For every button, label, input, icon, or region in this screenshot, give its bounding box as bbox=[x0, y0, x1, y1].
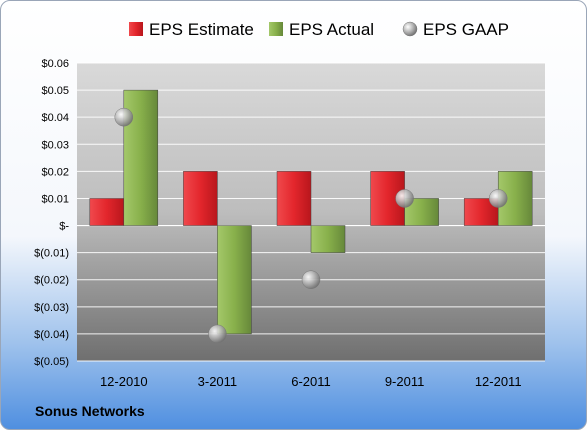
legend-label: EPS Actual bbox=[289, 20, 374, 39]
y-tick-label: $0.02 bbox=[41, 166, 69, 178]
x-axis-ticks: 12-2010 3-2011 6-2011 9-2011 12-2011 bbox=[100, 374, 522, 389]
x-tick-label: 6-2011 bbox=[291, 374, 331, 389]
y-tick-label: $(0.01) bbox=[34, 248, 69, 260]
gaap-point-9-2011 bbox=[395, 189, 414, 208]
y-tick-label: $0.05 bbox=[41, 85, 69, 97]
legend: EPS Estimate EPS Actual EPS GAAP bbox=[129, 20, 509, 39]
legend-label: EPS GAAP bbox=[423, 20, 509, 39]
y-tick-label: $(0.05) bbox=[34, 356, 69, 368]
y-tick-label: $(0.04) bbox=[34, 329, 69, 341]
y-tick-label: $(0.02) bbox=[34, 275, 69, 287]
x-tick-label: 12-2010 bbox=[100, 374, 148, 389]
gaap-point-6-2011 bbox=[301, 270, 321, 289]
y-tick-label: $- bbox=[59, 221, 69, 233]
y-axis-ticks: $0.06 $0.05 $0.04 $0.03 $0.02 $0.01 $- $(0.01) $… bbox=[34, 58, 69, 368]
y-tick-label: $0.04 bbox=[41, 112, 69, 124]
gaap-points bbox=[114, 107, 508, 344]
estimate-bar-12-2010 bbox=[89, 198, 125, 226]
y-tick-label: $0.01 bbox=[41, 193, 69, 205]
actual-bar-3-2011 bbox=[217, 225, 252, 335]
y-tick-label: $(0.03) bbox=[34, 302, 69, 314]
x-tick-label: 3-2011 bbox=[198, 374, 238, 389]
estimate-bar-6-2011 bbox=[276, 171, 312, 226]
legend-swatch-gaap bbox=[402, 21, 418, 37]
gaap-point-3-2011 bbox=[208, 324, 227, 344]
actual-bar-6-2011 bbox=[310, 225, 346, 253]
estimate-bar-3-2011 bbox=[183, 171, 218, 226]
x-tick-label: 9-2011 bbox=[385, 374, 425, 389]
gaap-point-12-2011 bbox=[488, 189, 508, 208]
bars bbox=[89, 89, 533, 335]
y-tick-label: $0.03 bbox=[41, 139, 69, 151]
y-tick-label: $0.06 bbox=[41, 58, 69, 70]
legend-swatch-actual bbox=[269, 22, 283, 36]
legend-label: EPS Estimate bbox=[149, 20, 254, 39]
gaap-point-12-2010 bbox=[114, 107, 134, 127]
x-tick-label: 12-2011 bbox=[475, 374, 522, 389]
legend-swatch-estimate bbox=[129, 22, 143, 36]
company-name: Sonus Networks bbox=[35, 403, 145, 419]
